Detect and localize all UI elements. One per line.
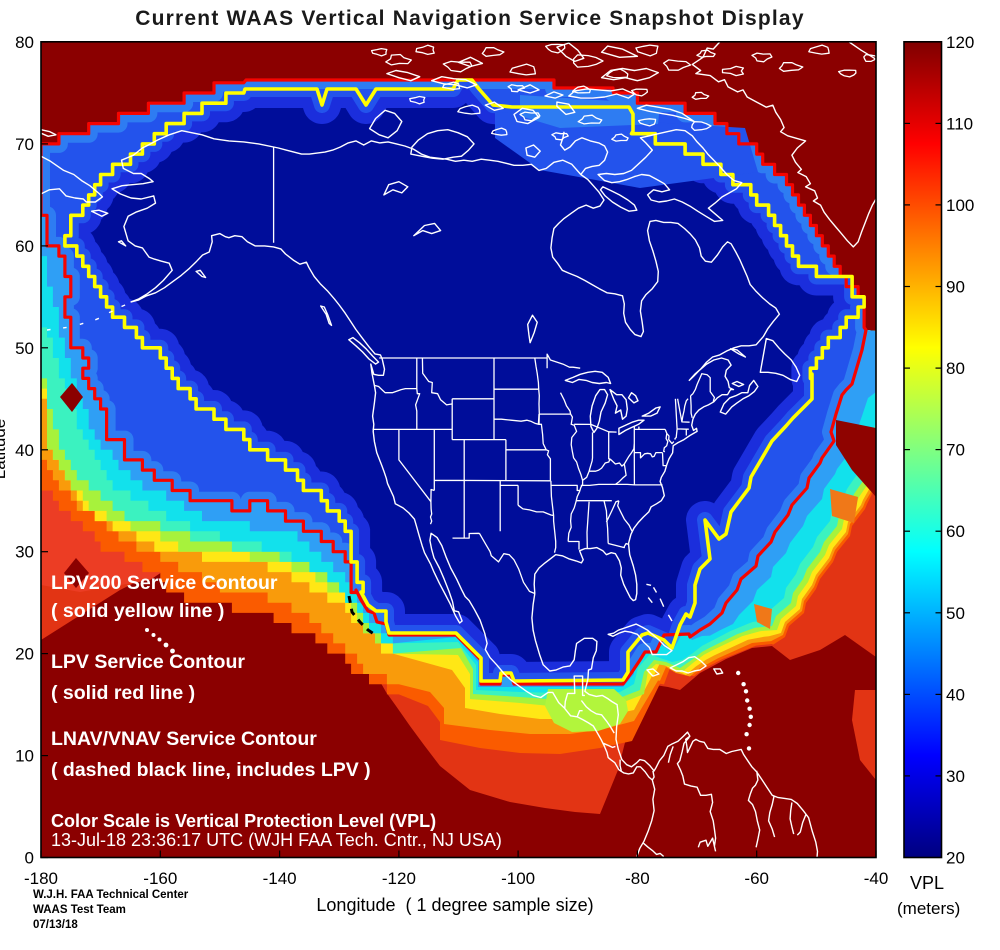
svg-text:-160: -160 [143, 869, 177, 888]
svg-text:40: 40 [946, 685, 965, 704]
svg-text:-100: -100 [501, 869, 535, 888]
svg-text:-60: -60 [744, 869, 769, 888]
svg-text:LPV Service Contour: LPV Service Contour [51, 651, 245, 673]
svg-text:WAAS Test Team: WAAS Test Team [33, 904, 126, 916]
svg-text:40: 40 [15, 441, 34, 460]
svg-text:( dashed black line, includes: ( dashed black line, includes LPV ) [51, 759, 371, 781]
svg-text:13-Jul-18 23:36:17 UTC (WJH F: 13-Jul-18 23:36:17 UTC (WJH FAA Tech. Cn… [51, 830, 502, 850]
svg-text:110: 110 [946, 114, 973, 133]
svg-text:50: 50 [15, 339, 34, 358]
svg-text:VPL: VPL [910, 873, 944, 893]
svg-text:( solid yellow line ): ( solid yellow line ) [51, 600, 224, 622]
svg-text:Color Scale is Vertical Protec: Color Scale is Vertical Protection Level… [51, 811, 436, 831]
svg-text:20: 20 [15, 645, 34, 664]
svg-text:0: 0 [25, 849, 34, 868]
svg-text:90: 90 [946, 278, 965, 297]
svg-text:30: 30 [15, 543, 34, 562]
svg-text:Latitude: Latitude [0, 419, 9, 480]
svg-text:60: 60 [15, 237, 34, 256]
svg-text:-80: -80 [625, 869, 650, 888]
svg-text:-180: -180 [24, 869, 58, 888]
svg-text:70: 70 [946, 441, 965, 460]
svg-text:Longitude ( 1 degree sample s: Longitude ( 1 degree sample size) [316, 895, 593, 915]
svg-text:LNAV/VNAV Service Contour: LNAV/VNAV Service Contour [51, 728, 317, 750]
svg-text:80: 80 [15, 33, 34, 52]
svg-text:W.J.H. FAA Technical Center: W.J.H. FAA Technical Center [33, 889, 189, 901]
svg-text:70: 70 [15, 135, 34, 154]
svg-text:07/13/18: 07/13/18 [33, 919, 78, 931]
svg-text:30: 30 [946, 767, 965, 786]
svg-text:60: 60 [946, 522, 965, 541]
svg-text:Current WAAS Vertical Navigati: Current WAAS Vertical Navigation Service… [135, 7, 804, 30]
svg-text:LPV200 Service Contour: LPV200 Service Contour [51, 572, 278, 594]
svg-text:120: 120 [946, 33, 974, 52]
svg-text:20: 20 [946, 849, 965, 868]
svg-text:80: 80 [946, 359, 965, 378]
svg-text:-140: -140 [263, 869, 297, 888]
svg-text:50: 50 [946, 604, 965, 623]
svg-text:10: 10 [15, 747, 34, 766]
svg-text:(meters): (meters) [897, 899, 960, 918]
svg-text:100: 100 [946, 196, 974, 215]
svg-text:-40: -40 [864, 869, 889, 888]
svg-text:( solid red line ): ( solid red line ) [51, 682, 195, 704]
svg-text:-120: -120 [382, 869, 416, 888]
